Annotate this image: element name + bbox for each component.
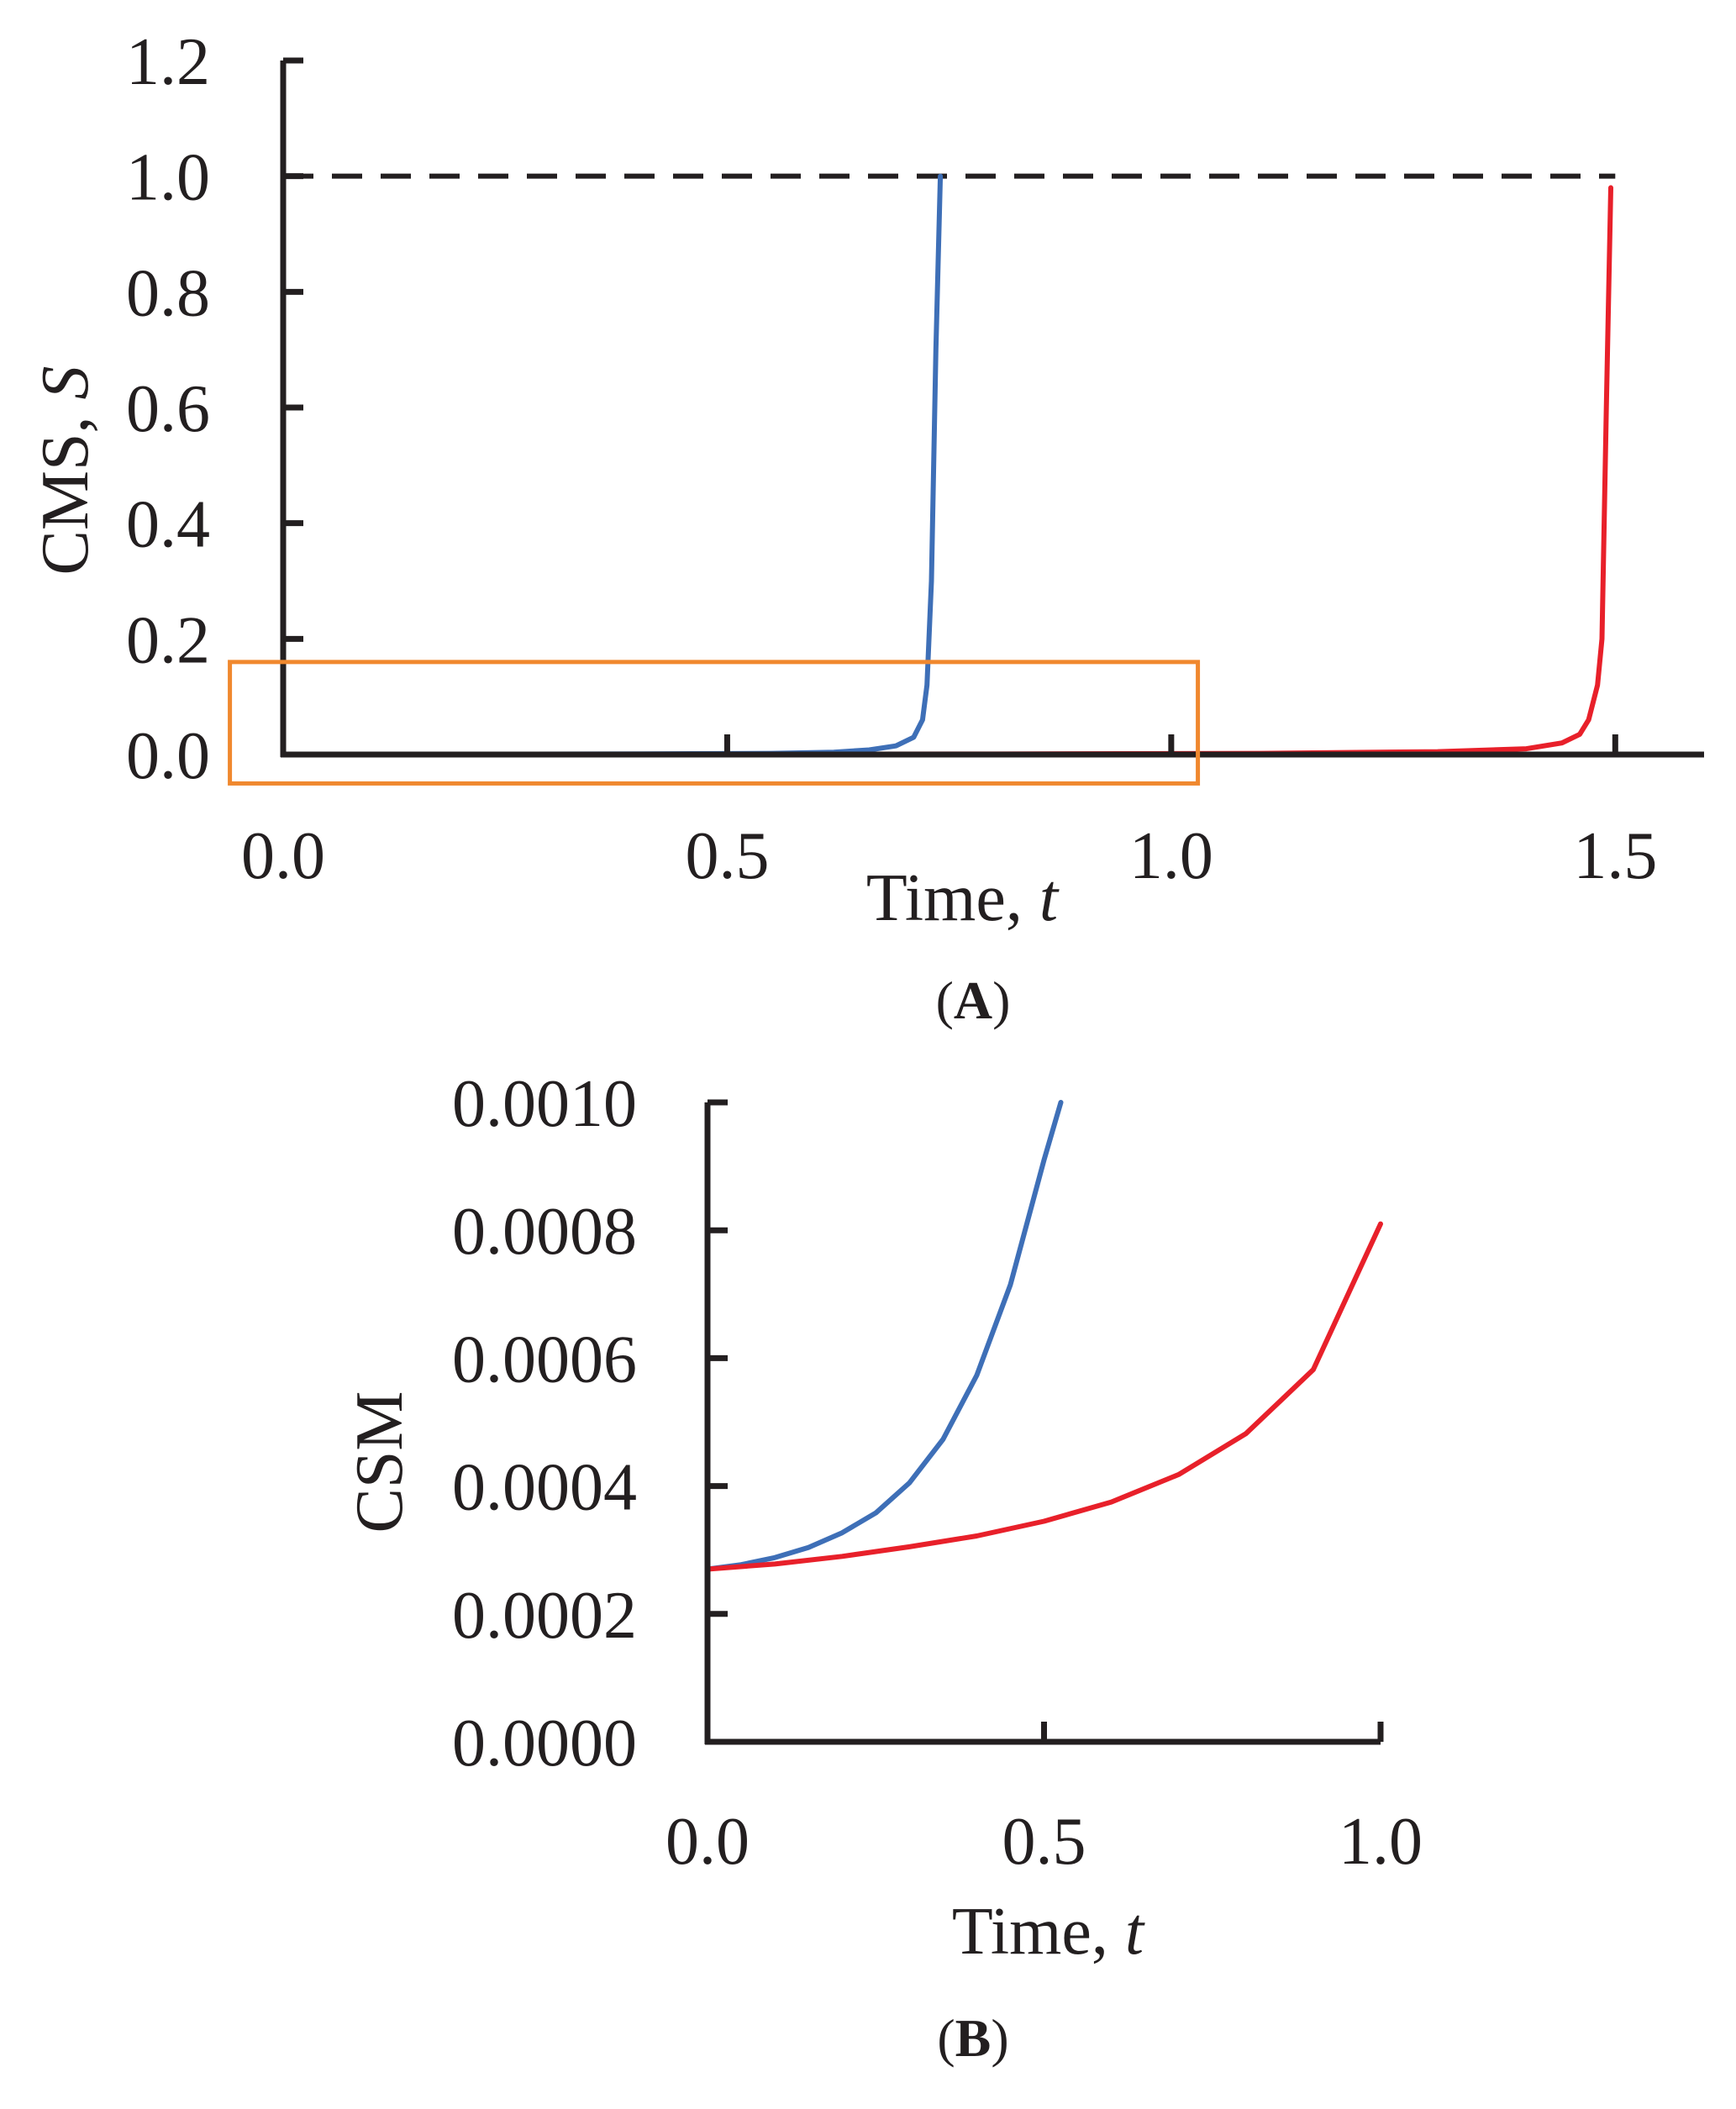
- panel-a-x-tick-label: 1.0: [1129, 819, 1213, 893]
- panel-b-x-axis-title: Time, t: [952, 1895, 1145, 1969]
- panel-b-y-tick-label: 0.0000: [452, 1707, 637, 1780]
- panel-a-y-axis-variable: S: [29, 366, 103, 400]
- panel-b-y-tick-label: 0.0006: [452, 1323, 637, 1396]
- panel-b: 0.0000 0.0002 0.0004 0.0006 0.0008 0.0010 0.0 0…: [343, 1067, 1423, 2068]
- panel-a-label-letter: A: [954, 970, 992, 1030]
- panel-a: 0.0 0.2 0.4 0.6 0.8 1.0 1.2 0.0 0.5 1.0 1.5 Time, …: [29, 25, 1704, 1030]
- panel-b-x-tick-label: 0.0: [665, 1805, 750, 1879]
- panel-a-y-tick-label: 1.0: [126, 141, 210, 215]
- panel-a-ticks: 0.0 0.2 0.4 0.6 0.8 1.0 1.2 0.0 0.5 1.0 1.5: [126, 25, 1657, 893]
- panel-b-y-tick-label: 0.0004: [452, 1451, 637, 1525]
- panel-b-y-tick-label: 0.0010: [452, 1067, 637, 1141]
- panel-a-zoom-box: [228, 660, 1201, 786]
- panel-b-ticks: 0.0000 0.0002 0.0004 0.0006 0.0008 0.0010 0.0 0…: [452, 1067, 1423, 1879]
- panel-b-x-tick-label: 0.5: [1002, 1805, 1086, 1879]
- panel-b-label-letter: B: [955, 2008, 992, 2068]
- panel-b-y-tick-label: 0.0002: [452, 1579, 637, 1653]
- panel-a-y-tick-label: 0.8: [126, 256, 210, 330]
- panel-b-series-1-line: [705, 1100, 1064, 1572]
- panel-a-x-axis-title-text: Time,: [866, 861, 1039, 935]
- panel-a-label: (A): [936, 970, 1011, 1030]
- panel-a-x-axis-variable: t: [1039, 861, 1060, 935]
- panel-a-plot-area: [228, 60, 1704, 786]
- panel-a-series-2-line: [281, 185, 1613, 757]
- panel-a-y-tick-label: 0.6: [126, 372, 210, 446]
- panel-a-x-axis-title: Time, t: [866, 861, 1060, 935]
- panel-a-x-tick-label: 0.5: [685, 819, 769, 893]
- panel-a-x-tick-label: 1.5: [1573, 819, 1657, 893]
- panel-a-y-tick-label: 1.2: [126, 25, 210, 99]
- panel-a-y-axis-title: CMS, S: [29, 366, 103, 576]
- panel-b-series-2-line: [705, 1221, 1383, 1572]
- panel-b-x-axis-variable: t: [1125, 1895, 1145, 1969]
- panel-a-y-tick-label: 0.2: [126, 603, 210, 677]
- panel-a-y-axis-title-text: CMS,: [29, 400, 103, 576]
- panel-a-y-tick-label: 0.4: [126, 488, 210, 562]
- panel-b-label: (B): [937, 2008, 1008, 2068]
- panel-b-x-axis-title-text: Time,: [952, 1895, 1125, 1969]
- panel-b-y-tick-label: 0.0008: [452, 1195, 637, 1269]
- panel-a-series-1-line: [281, 173, 944, 757]
- panel-b-plot-area: [704, 1100, 1383, 1745]
- panel-b-x-tick-label: 1.0: [1339, 1805, 1423, 1879]
- panel-a-y-tick-label: 0.0: [126, 719, 210, 793]
- panel-b-y-axis-title: CSM: [343, 1391, 417, 1533]
- panel-a-x-tick-label: 0.0: [241, 819, 325, 893]
